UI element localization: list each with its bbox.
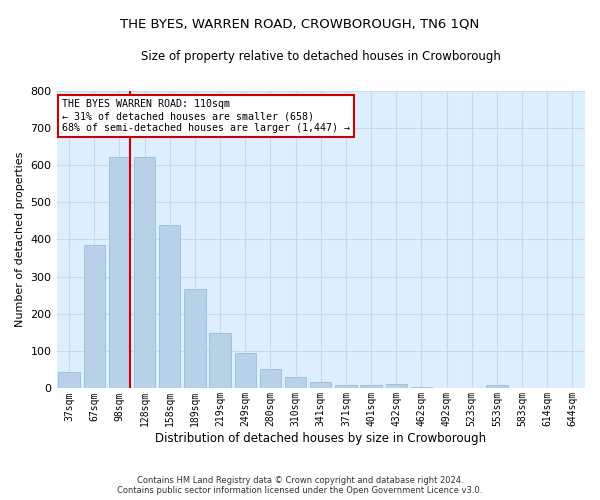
- Bar: [335, 384, 356, 388]
- Bar: [386, 384, 407, 388]
- Bar: [109, 157, 130, 388]
- Bar: [361, 384, 382, 388]
- Bar: [83, 245, 105, 388]
- Bar: [184, 289, 206, 388]
- Y-axis label: Number of detached properties: Number of detached properties: [15, 152, 25, 327]
- Title: Size of property relative to detached houses in Crowborough: Size of property relative to detached ho…: [141, 50, 501, 63]
- Bar: [209, 332, 231, 388]
- Bar: [310, 382, 331, 388]
- Bar: [235, 353, 256, 388]
- Bar: [134, 157, 155, 388]
- Text: THE BYES WARREN ROAD: 110sqm
← 31% of detached houses are smaller (658)
68% of s: THE BYES WARREN ROAD: 110sqm ← 31% of de…: [62, 100, 350, 132]
- Text: THE BYES, WARREN ROAD, CROWBOROUGH, TN6 1QN: THE BYES, WARREN ROAD, CROWBOROUGH, TN6 …: [121, 18, 479, 30]
- Text: Contains HM Land Registry data © Crown copyright and database right 2024.
Contai: Contains HM Land Registry data © Crown c…: [118, 476, 482, 495]
- Bar: [486, 384, 508, 388]
- Bar: [260, 369, 281, 388]
- X-axis label: Distribution of detached houses by size in Crowborough: Distribution of detached houses by size …: [155, 432, 487, 445]
- Bar: [159, 224, 181, 388]
- Bar: [58, 372, 80, 388]
- Bar: [285, 377, 307, 388]
- Bar: [411, 386, 432, 388]
